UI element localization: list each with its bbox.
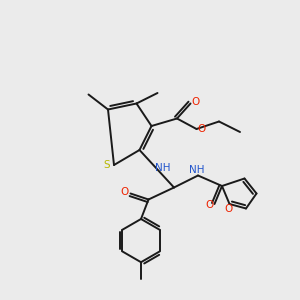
Text: O: O xyxy=(206,200,214,211)
Text: S: S xyxy=(103,160,110,170)
Text: O: O xyxy=(191,97,199,107)
Text: O: O xyxy=(224,204,232,214)
Text: O: O xyxy=(197,124,205,134)
Text: NH: NH xyxy=(189,165,204,175)
Text: O: O xyxy=(120,187,129,197)
Text: NH: NH xyxy=(155,163,170,173)
